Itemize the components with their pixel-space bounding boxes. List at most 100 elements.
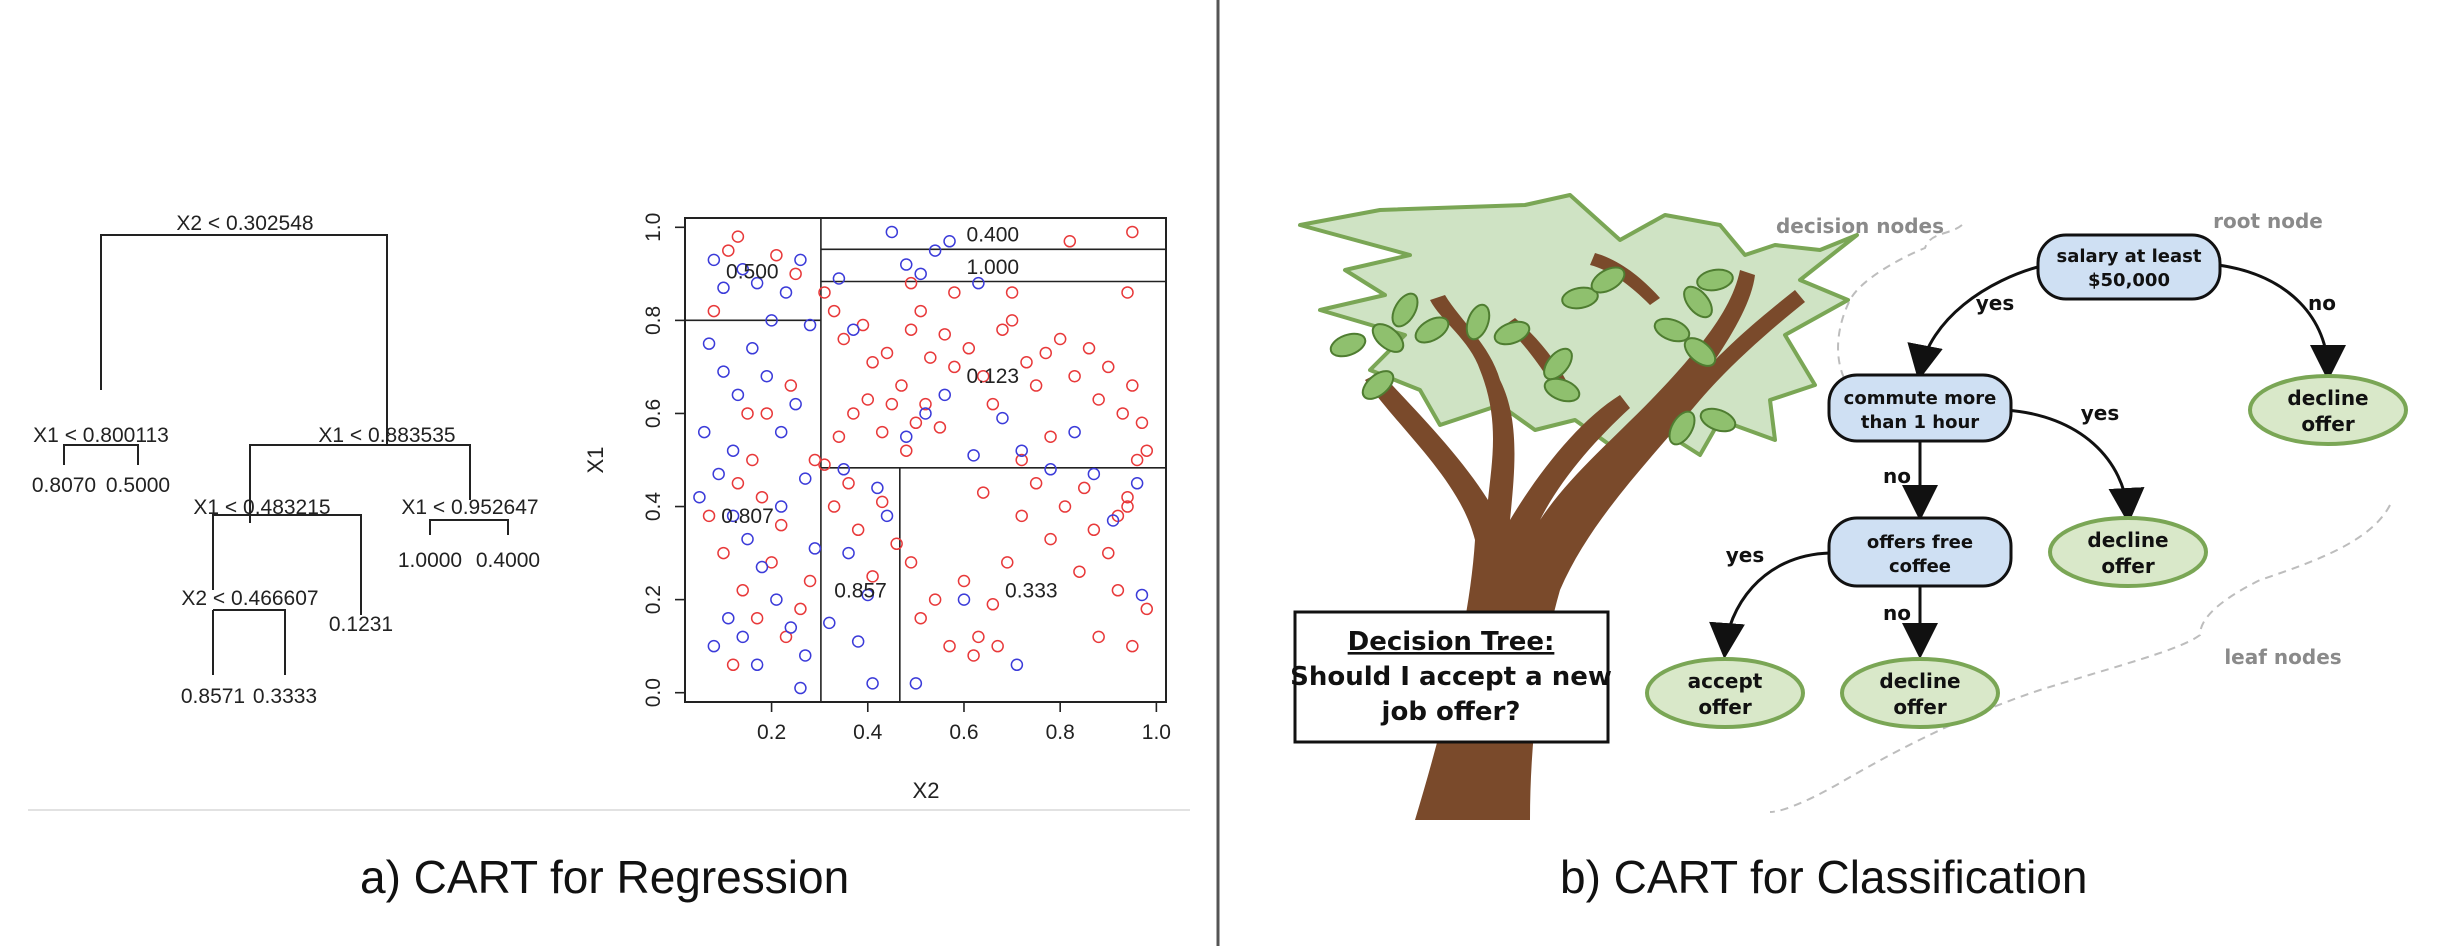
scatter-point [1063,235,1077,248]
scatter-point [1020,356,1033,369]
scatter-point [904,556,918,569]
scatter-point [851,523,865,537]
scatter-point [750,611,764,625]
split-label: X2 < 0.466607 [181,587,318,610]
scatter-point [1077,481,1091,495]
scatter-point [1140,602,1154,616]
split-label: X1 < 0.952647 [401,496,538,519]
scatter-point [1135,416,1149,430]
leaf-label: decline [2287,386,2368,410]
root-node-label: root node [2213,209,2323,233]
scatter-point [919,397,932,411]
edge-label: no [2308,291,2336,315]
scatter-point [837,463,850,476]
scatter-point [707,304,721,318]
scatter-point [784,621,798,634]
y-axis-label: X1 [583,447,608,474]
scatter-point [794,253,807,267]
scatter-point [1029,477,1043,490]
scatter-point [948,286,961,299]
scatter-point [731,388,745,402]
leaf-icon [1414,316,1450,344]
annotation-brackets [1769,224,2391,813]
edge-label: yes [1726,543,1765,567]
decision-node-commute: commute more than 1 hour [1827,373,2013,443]
split-label: X2 < 0.302548 [176,212,313,235]
scatter-point [789,267,802,281]
leaf-label: offer [1698,695,1752,719]
scatter-point [962,342,976,355]
scatter-point [1082,342,1096,355]
scatter-point [1092,393,1105,406]
scatter-point [1116,407,1129,420]
scatter-point [991,639,1004,653]
tree-branch-right [249,444,471,523]
scatter-point [900,258,913,271]
leaf-node-coffee-no: decline offer [1840,657,2000,729]
scatter-point [774,500,788,513]
decision-tree-title-box [1293,610,1610,744]
scatter-point [726,509,740,523]
x-axis-label: X2 [913,778,940,803]
scatter-point [842,477,855,490]
scatter-point [1130,453,1144,467]
scatter-point [851,635,865,648]
caption-classification: b) CART for Classification [1560,851,2088,903]
scatter-point [943,235,956,248]
region-label: 1.000 [967,256,1020,279]
leaf-nodes-bracket [1769,504,2391,813]
scatter-point [900,430,913,443]
scatter-point [731,477,745,490]
node-label: than 1 hour [1861,412,1979,433]
scatter-point [1106,514,1120,527]
scatter-point [827,304,841,318]
scatter-point [933,421,947,434]
leaf-label: offer [1893,695,1947,719]
scatter-point [928,244,942,257]
scatter-point [861,393,875,406]
region-label: 0.807 [721,505,774,528]
scatter-point [823,616,836,630]
scatter-point [717,365,730,378]
region-label: 0.123 [967,365,1020,388]
leaf-label: offer [2101,554,2155,578]
y-tick-label: 1.0 [642,213,665,242]
scatter-point [1058,500,1072,513]
scatter-point [731,230,745,243]
scatter-point [890,537,903,551]
scatter-point [1135,588,1149,602]
scatter-point [803,318,817,332]
node-label: offers free [1867,532,1973,553]
scatter-point [1121,286,1134,299]
scatter-point [1044,430,1057,443]
scatter-point [996,323,1009,336]
edge-label: no [1883,601,1911,625]
scatter-point [808,453,822,467]
leaf-value: 0.1231 [329,613,393,636]
scatter-point [808,542,822,555]
scatter-point [803,574,817,588]
leaf-value: 0.8070 [32,474,96,497]
region-labels: 0.500 0.400 1.000 0.123 0.807 0.857 0.333 [721,223,1057,602]
y-tick-label: 0.2 [642,585,665,614]
scatter-point [784,379,798,392]
scatter-point [972,276,985,290]
scatter-point [799,649,812,662]
scatter-point [1102,546,1115,560]
y-tick-label: 0.4 [642,492,665,522]
scatter-point [1087,523,1101,537]
scatter-point [697,425,711,439]
leaf-nodes-label: leaf nodes [2224,645,2341,669]
x-tick-label: 0.2 [757,721,786,744]
split-label: X1 < 0.800113 [33,424,169,447]
scatter-point [1015,509,1028,523]
split-label: X1 < 0.883535 [318,424,455,447]
decision-edges [1709,263,2346,659]
scatter-point [986,598,1000,611]
decision-tree-title: Decision Tree: [1348,627,1555,657]
scatter-point [976,486,990,499]
scatter-point [842,546,855,560]
leaf-node-root-no: decline offer [2248,374,2408,446]
scatter-point [924,351,937,364]
scatter-point [1121,490,1134,504]
